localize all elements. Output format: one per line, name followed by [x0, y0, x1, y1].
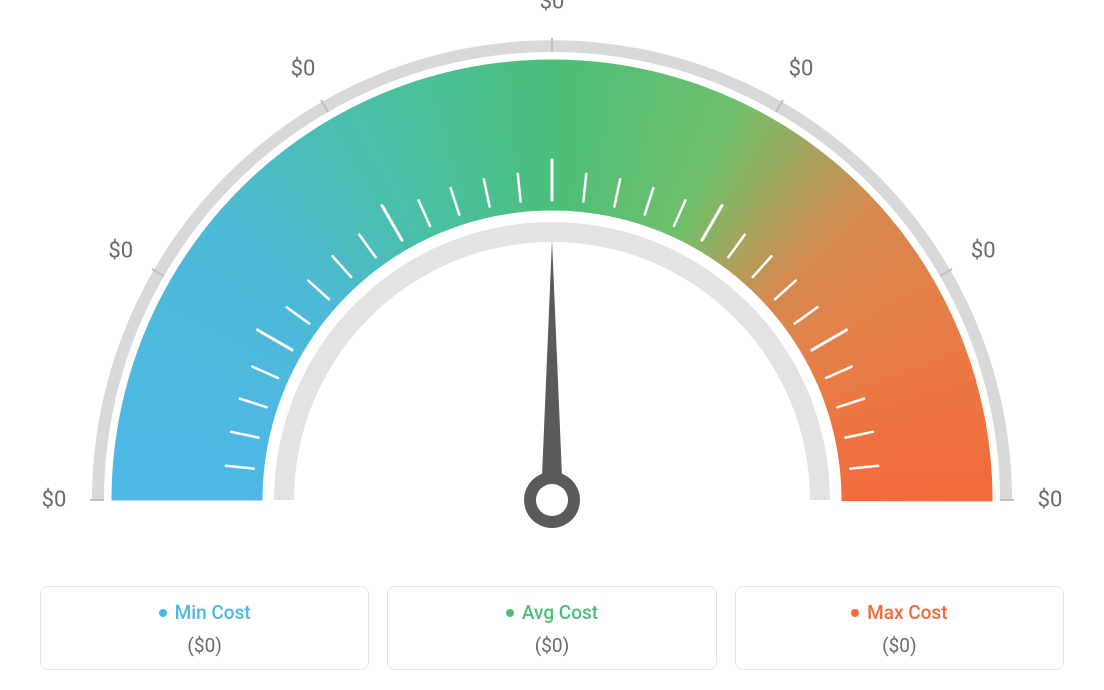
gauge-chart: $0 $0 $0 $0 $0 $0 $0	[0, 0, 1104, 560]
legend-card: Max Cost ($0)	[735, 586, 1064, 670]
gauge-needle	[541, 240, 563, 500]
legend-title-row: Max Cost	[851, 601, 947, 624]
gauge-tick-label: $0	[540, 0, 565, 15]
legend-title-row: Avg Cost	[506, 601, 598, 624]
gauge-tick-label: $0	[789, 56, 814, 81]
legend-dot-icon	[506, 609, 514, 617]
gauge-svg	[0, 0, 1104, 560]
legend-dot-icon	[159, 609, 167, 617]
gauge-tick-label: $0	[1038, 488, 1063, 513]
legend-value: ($0)	[398, 634, 705, 657]
legend-title: Avg Cost	[522, 601, 598, 624]
gauge-tick-label: $0	[42, 488, 67, 513]
gauge-tick-label: $0	[971, 239, 996, 264]
legend-title-row: Min Cost	[159, 601, 251, 624]
gauge-tick-label: $0	[108, 239, 133, 264]
gauge-hub-inner	[536, 484, 568, 516]
legend-title: Max Cost	[867, 601, 947, 624]
legend-value: ($0)	[51, 634, 358, 657]
legend-card: Avg Cost ($0)	[387, 586, 716, 670]
gauge-tick-label: $0	[291, 56, 316, 81]
legend-title: Min Cost	[175, 601, 251, 624]
legend-value: ($0)	[746, 634, 1053, 657]
legend-dot-icon	[851, 609, 859, 617]
legend-card: Min Cost ($0)	[40, 586, 369, 670]
legend-row: Min Cost ($0) Avg Cost ($0) Max Cost ($0)	[40, 586, 1064, 670]
